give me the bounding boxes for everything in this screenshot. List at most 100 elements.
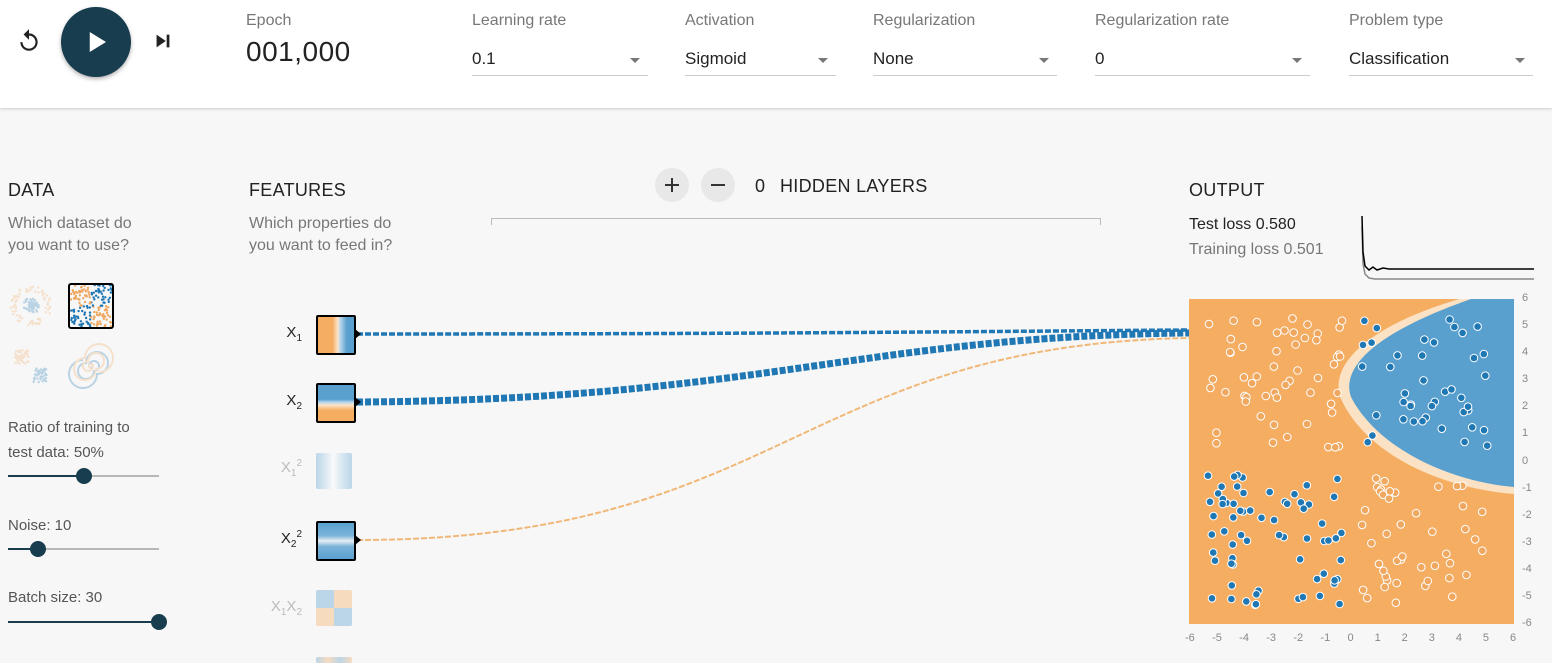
data-point-blue	[1480, 426, 1488, 434]
data-point-orange	[1282, 381, 1290, 389]
data-point-orange	[1227, 335, 1235, 343]
y-axis-tick: -4	[1522, 563, 1532, 575]
data-point-orange	[1270, 363, 1278, 371]
data-point-blue	[1419, 417, 1427, 425]
data-point-orange	[1375, 560, 1383, 568]
data-point-blue	[1303, 535, 1311, 543]
data-point-orange	[1284, 433, 1292, 441]
x-axis-tick: 0	[1348, 632, 1354, 644]
data-point-blue	[1270, 516, 1278, 524]
x-axis-tick: 6	[1510, 632, 1516, 644]
data-point-blue	[1240, 489, 1248, 497]
link-x2-output[interactable]	[357, 333, 1189, 402]
data-point-orange	[1242, 398, 1250, 406]
feature-label-x1-squared: X12	[262, 458, 302, 479]
data-point-orange	[1453, 482, 1461, 490]
feature-node-x2-squared[interactable]	[316, 521, 356, 561]
feature-node-x1[interactable]	[316, 315, 356, 355]
data-point-blue	[1243, 598, 1251, 606]
data-point-blue	[1358, 363, 1366, 371]
x-axis-tick: 5	[1483, 632, 1489, 644]
data-point-orange	[1292, 341, 1300, 349]
data-point-orange	[1205, 320, 1213, 328]
data-point-orange	[1478, 508, 1486, 516]
data-point-orange	[1313, 336, 1321, 344]
data-point-orange	[1303, 420, 1311, 428]
data-point-orange	[1334, 389, 1342, 397]
test-loss: Test loss 0.580	[1189, 216, 1296, 234]
feature-node-x1x2[interactable]	[316, 590, 352, 626]
data-point-blue	[1318, 520, 1326, 528]
y-axis-tick: 4	[1522, 346, 1528, 358]
feature-node-sin-x1[interactable]	[316, 657, 352, 663]
data-point-blue	[1461, 438, 1469, 446]
data-point-blue	[1275, 531, 1283, 539]
y-axis-tick: -2	[1522, 509, 1532, 521]
data-point-blue	[1420, 377, 1428, 385]
data-point-orange	[1368, 539, 1376, 547]
data-point-orange	[1301, 334, 1309, 342]
feature-node-x1-squared[interactable]	[316, 453, 352, 489]
data-point-orange	[1418, 563, 1426, 571]
data-point-orange	[1273, 329, 1281, 337]
data-point-blue	[1430, 339, 1438, 347]
link-x1-output[interactable]	[357, 330, 1189, 334]
data-point-blue	[1229, 541, 1237, 549]
data-point-blue	[1438, 425, 1446, 433]
data-point-blue	[1373, 324, 1381, 332]
data-point-blue	[1483, 442, 1491, 450]
data-point-orange	[1257, 413, 1265, 421]
data-point-orange	[1307, 389, 1315, 397]
x-axis-tick: 1	[1375, 632, 1381, 644]
data-point-blue	[1368, 339, 1376, 347]
data-point-blue	[1299, 593, 1307, 601]
feature-label-x1x2: X1X2	[262, 598, 302, 618]
x-axis-tick: 4	[1456, 632, 1462, 644]
data-point-orange	[1361, 506, 1369, 514]
data-point-orange	[1383, 530, 1391, 538]
training-loss-line	[1362, 226, 1534, 279]
y-axis-tick: 6	[1522, 292, 1528, 304]
data-point-orange	[1459, 502, 1467, 510]
hidden-layers-bracket	[491, 218, 1101, 225]
data-point-orange	[1385, 495, 1393, 503]
data-point-orange	[1331, 444, 1339, 452]
data-point-blue	[1210, 512, 1218, 520]
hidden-layer-count: 0	[755, 176, 765, 197]
data-point-blue	[1320, 570, 1328, 578]
data-point-blue	[1474, 323, 1482, 331]
data-point-orange	[1226, 348, 1234, 356]
plus-icon	[663, 176, 681, 194]
data-point-orange	[1336, 353, 1344, 361]
data-point-orange	[1412, 509, 1420, 517]
data-point-orange	[1386, 488, 1394, 496]
data-point-blue	[1364, 438, 1372, 446]
data-point-blue	[1369, 432, 1377, 440]
data-point-blue	[1208, 531, 1216, 539]
feature-node-x2[interactable]	[316, 383, 356, 423]
data-point-blue	[1464, 403, 1472, 411]
data-point-orange	[1363, 594, 1371, 602]
data-point-blue	[1258, 514, 1266, 522]
remove-layer-button[interactable]	[701, 168, 735, 202]
y-axis-tick: 2	[1522, 400, 1528, 412]
data-point-blue	[1373, 412, 1381, 420]
data-point-blue	[1243, 537, 1251, 545]
data-point-blue	[1230, 514, 1238, 522]
data-point-orange	[1435, 483, 1443, 491]
data-point-orange	[1239, 343, 1247, 351]
data-point-blue	[1394, 352, 1402, 360]
y-axis-tick: 3	[1522, 373, 1528, 385]
loss-chart	[1359, 212, 1539, 284]
data-point-blue	[1246, 507, 1254, 515]
data-point-orange	[1294, 367, 1302, 375]
feature-label-x2-squared: X22	[262, 529, 302, 550]
add-layer-button[interactable]	[655, 168, 689, 202]
data-point-orange	[1213, 429, 1221, 437]
x-axis-tick: -3	[1266, 632, 1276, 644]
data-point-blue	[1459, 329, 1467, 337]
data-point-orange	[1213, 439, 1221, 447]
data-point-orange	[1304, 321, 1312, 329]
data-point-blue	[1458, 394, 1466, 402]
data-point-blue	[1221, 528, 1229, 536]
